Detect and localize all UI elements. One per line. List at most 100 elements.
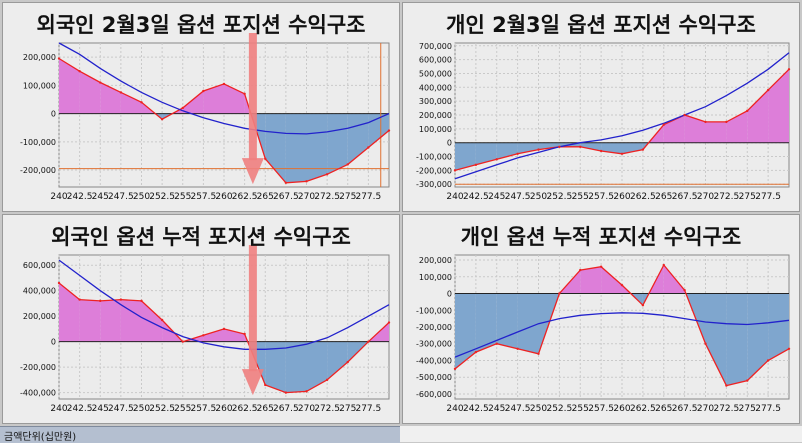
x-tick-label: 255 [174,192,191,202]
profit-area-positive [79,71,101,114]
profit-area-negative [705,293,727,386]
y-tick-label: 600,000 [23,261,56,270]
profit-area-negative [538,142,560,150]
curve-line [58,259,390,350]
chart-svg-foreign-feb3: 240 242.5 245 247.5 250 252.5 255 257.5 260 262.5… [20,33,391,202]
profit-point [140,101,143,104]
y-tick-label: 400,000 [23,287,56,296]
profit-point [558,145,561,149]
x-tick-label: 277.5 [355,404,381,414]
profit-point [160,318,164,322]
x-tick-label: 255 [572,192,589,202]
y-tick-label: 200,000 [23,312,56,321]
profit-area-positive [580,266,602,294]
profit-area-negative [747,293,769,381]
profit-area-negative [306,341,328,392]
profit-point [495,158,498,161]
profit-area-negative [642,293,649,306]
profit-area-positive [120,92,142,114]
y-tick-label: -200,000 [416,166,452,175]
profit-point [620,283,624,287]
profit-point [683,288,686,292]
x-tick-label: 275 [739,404,756,414]
x-tick-label: 257.5 [588,192,614,202]
x-tick-label: 267.5 [672,192,698,202]
profit-point [243,92,246,96]
x-tick-label: 245 [92,192,109,202]
y-tick-label: 100,000 [23,81,56,90]
chart-panel-foreign-feb3: 240 242.5 245 247.5 250 252.5 255 257.5 260 262.5… [2,2,400,212]
profit-point [387,321,391,324]
profit-area-positive [224,83,245,114]
y-tick-label: -400,000 [416,356,452,365]
profit-point [766,359,770,362]
x-tick-label: 267.5 [273,192,299,202]
x-tick-label: 270 [298,404,315,414]
x-tick-label: 275 [739,192,756,202]
profit-area-positive [601,266,622,294]
profit-point [57,57,61,60]
x-tick-label: 270 [697,404,714,414]
y-tick-label: 300,000 [419,97,452,106]
profit-area-negative [455,293,476,369]
x-tick-label: 265 [257,192,274,202]
profit-area-positive [224,328,245,342]
profit-area-positive [705,121,727,143]
profit-point [495,342,498,345]
profit-area-positive [203,83,224,114]
profit-point [181,340,184,343]
x-tick-label: 250 [133,192,150,202]
profit-point [202,89,205,93]
y-tick-label: -200,000 [20,363,56,372]
profit-point [305,180,308,183]
profit-point [599,149,603,153]
chart-panel-individual-cumulative: 240 242.5 245 247.5 250 252.5 255 257.5 260 262.5… [402,214,800,424]
profit-point [284,181,288,184]
profit-point [704,120,707,124]
y-tick-label: 0 [51,338,56,347]
profit-point [516,152,519,155]
profit-point [662,263,665,267]
profit-area-positive [203,328,224,342]
x-tick-label: 277.5 [755,404,781,414]
profit-point [99,81,102,84]
x-tick-label: 245 [488,404,505,414]
y-tick-label: 0 [51,110,56,119]
y-tick-label: -100,000 [416,306,452,315]
profit-point [78,298,81,301]
profit-area-negative [327,341,348,380]
x-tick-label: 262.5 [630,404,656,414]
x-tick-label: 260 [613,192,630,202]
profit-point [537,148,540,151]
x-tick-label: 240 [446,192,463,202]
profit-point [305,390,308,393]
profit-point [387,129,391,132]
profit-point [264,157,267,160]
profit-point [78,70,81,73]
x-tick-label: 260 [215,404,232,414]
profit-point [662,123,665,126]
x-tick-label: 242.5 [67,192,93,202]
y-tick-label: 500,000 [419,69,452,78]
profit-point [474,163,478,167]
profit-area-negative [265,341,286,393]
x-tick-label: 247.5 [108,192,134,202]
profit-point [181,106,184,110]
profit-point [346,163,349,166]
profit-area-negative [496,293,518,349]
x-tick-label: 277.5 [355,192,381,202]
profit-point [264,383,267,387]
curve-line [454,312,790,358]
profit-area-positive [747,90,769,143]
profit-area-negative [580,142,602,151]
x-tick-label: 265 [655,404,672,414]
footer-bar: 금액단위(십만원) [0,426,400,443]
profit-point [453,367,457,371]
arrow-head [241,369,264,396]
y-tick-label: -200,000 [416,323,452,332]
y-tick-label: -100,000 [20,138,56,147]
unit-label: 금액단위(십만원) [4,432,77,443]
x-tick-label: 260 [613,404,630,414]
x-tick-label: 247.5 [108,404,134,414]
profit-area-negative [455,142,476,171]
